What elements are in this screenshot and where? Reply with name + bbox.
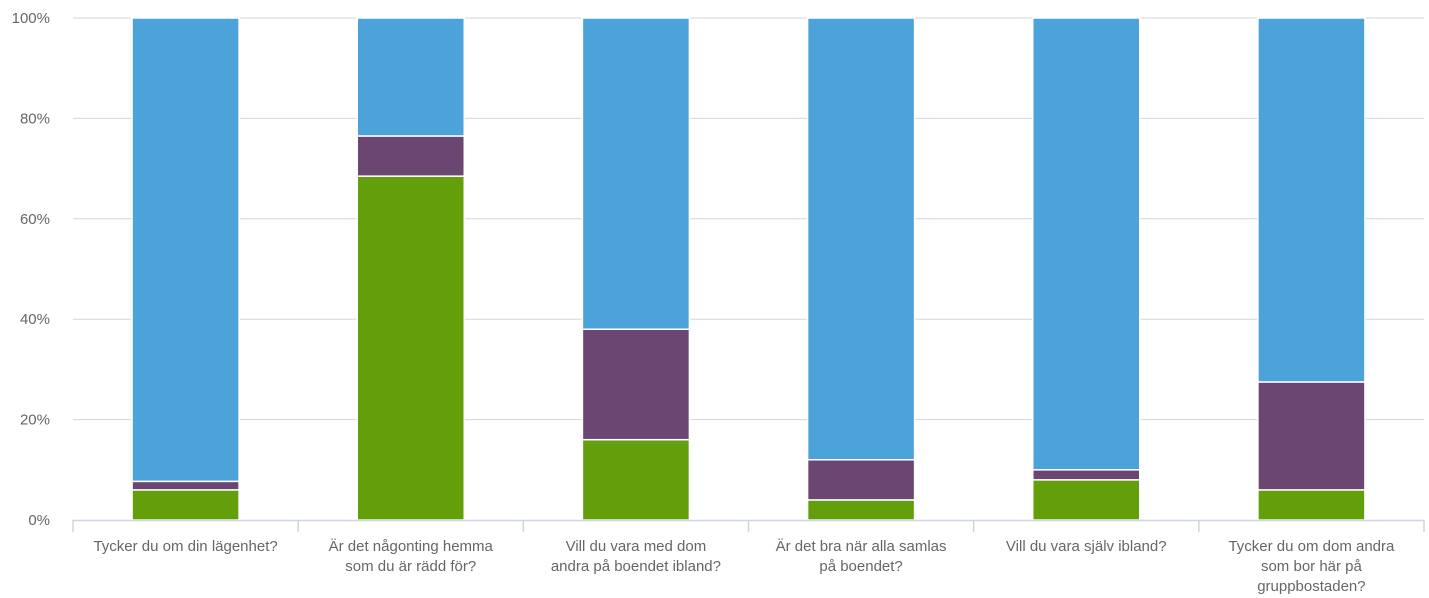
bar-segment <box>356 175 465 521</box>
bar-segment <box>1257 381 1366 491</box>
bar-segment <box>581 438 691 521</box>
x-category-label: Är det bra när alla samlas på boendet? <box>776 538 947 575</box>
bar-segment <box>356 135 465 177</box>
bar-segment <box>1032 479 1141 521</box>
bars <box>131 17 1366 521</box>
y-tick-label: 60% <box>20 211 50 228</box>
y-tick-label: 20% <box>20 412 50 429</box>
y-axis: 0% 20% 40% 60% 80% 100% <box>12 10 50 529</box>
bar-segment <box>131 480 240 491</box>
x-category-label: Tycker du om din lägenhet? <box>93 538 277 555</box>
y-tick-label: 100% <box>12 10 50 27</box>
bar-segment <box>806 17 916 461</box>
bar-segment <box>131 17 240 483</box>
bar-segment <box>1032 469 1141 481</box>
x-category-label: Vill du vara själv ibland? <box>1006 538 1167 555</box>
bar-segment <box>581 17 691 330</box>
x-category-label: Vill du vara med dom andra på boendet ibl… <box>551 538 721 575</box>
bar-segment <box>806 459 916 501</box>
bar-segment <box>1032 17 1141 471</box>
bar-segment <box>356 17 465 137</box>
x-category-label: Tycker du om dom andra som bor här på grup… <box>1228 538 1395 595</box>
bar-segment <box>581 328 691 441</box>
x-axis: Tycker du om din lägenhet? Är det någonti… <box>72 519 1425 595</box>
bar-segment <box>1257 489 1366 521</box>
bar-segment <box>131 489 240 521</box>
x-category-label: Är det någonting hemma som du är rädd för… <box>329 538 494 575</box>
y-tick-label: 80% <box>20 110 50 127</box>
y-tick-label: 0% <box>28 512 50 529</box>
gridlines <box>73 17 1424 421</box>
y-tick-label: 40% <box>20 311 50 328</box>
bar-segment <box>806 499 916 521</box>
bar-segment <box>1257 17 1366 383</box>
